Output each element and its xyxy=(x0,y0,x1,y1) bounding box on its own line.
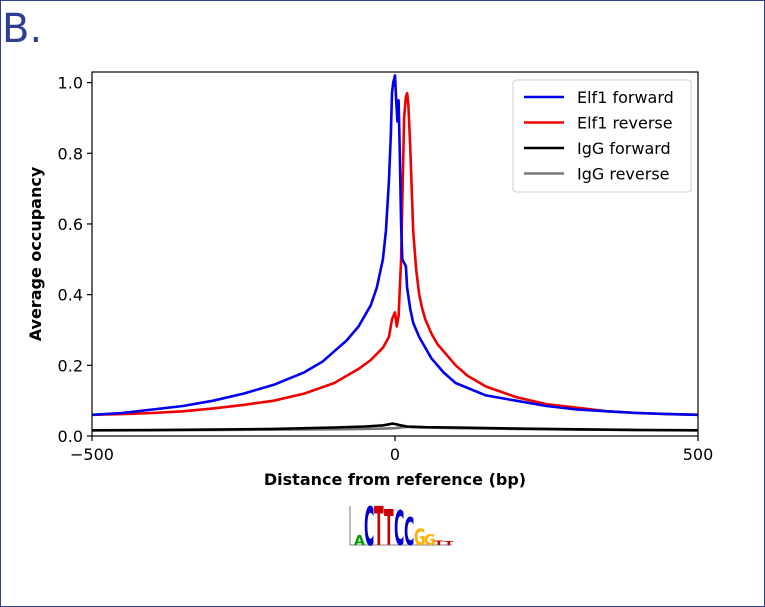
y-tick-label: 0.2 xyxy=(58,356,83,375)
x-tick-label: −500 xyxy=(70,445,114,464)
logo-letter: A xyxy=(354,533,365,549)
legend-label: Elf1 forward xyxy=(577,88,674,107)
legend-box xyxy=(512,79,692,193)
series-line-elf1-forward xyxy=(91,74,699,417)
y-tick-label: 0.6 xyxy=(58,215,83,234)
x-axis-label: Distance from reference (bp) xyxy=(264,470,526,489)
x-tick-label: 0 xyxy=(390,445,400,464)
logo-letter: T xyxy=(444,540,455,546)
y-axis: 0.0 0.2 0.4 0.6 0.8 1.0 xyxy=(58,74,92,446)
legend-label: Elf1 reverse xyxy=(577,114,673,133)
series-line-elf1-reverse xyxy=(91,91,699,417)
panel-label: B. xyxy=(2,6,43,52)
logo-letter: G xyxy=(424,533,436,549)
y-tick-label: 0.8 xyxy=(58,144,83,163)
logo-letter: T xyxy=(434,539,444,547)
legend: Elf1 forward Elf1 reverse IgG forward IgG r… xyxy=(512,79,692,193)
sequence-logo: A C T T C C GGT T xyxy=(349,497,455,559)
logo-letter: C xyxy=(364,497,374,559)
logo-letter: C xyxy=(394,503,404,557)
y-tick-label: 0.0 xyxy=(58,427,83,446)
logo-letter: C xyxy=(404,509,414,554)
legend-label: IgG reverse xyxy=(577,165,670,184)
series-line-igg-forward xyxy=(91,422,699,432)
y-tick-label: 1.0 xyxy=(58,74,83,93)
logo-letter: T xyxy=(374,497,384,559)
logo-letter: T xyxy=(384,499,394,557)
x-tick-label: 500 xyxy=(683,445,714,464)
y-tick-label: 0.4 xyxy=(58,286,83,305)
logo-letter: G xyxy=(414,526,426,551)
legend-label: IgG forward xyxy=(577,139,671,158)
curves-layer xyxy=(91,74,699,432)
x-axis: −500 0 500 xyxy=(70,436,713,464)
y-axis-label: Average occupancy xyxy=(26,166,45,341)
